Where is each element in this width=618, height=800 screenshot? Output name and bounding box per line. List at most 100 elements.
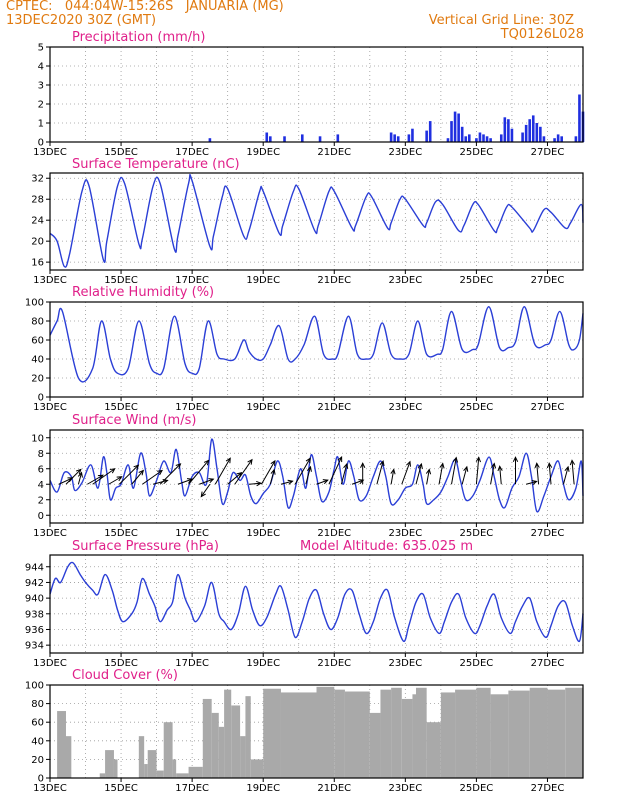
- wind-frame: [49, 429, 584, 524]
- cloud-xtick-label: 27DEC: [531, 783, 565, 794]
- rh-ytick-label: 80: [31, 317, 44, 328]
- wind-arrow: [65, 469, 82, 485]
- precip-bar: [283, 136, 286, 142]
- precip-ytick-label: 5: [38, 43, 44, 54]
- temp-xtick-label: 25DEC: [460, 275, 494, 286]
- precip-bar: [528, 119, 531, 142]
- wind-arrow-head: [75, 468, 82, 475]
- wind-xtick-label: 25DEC: [460, 528, 494, 539]
- wind-arrow: [118, 464, 139, 485]
- precip-bar: [578, 94, 581, 142]
- pressure-ytick-label: 936: [25, 625, 44, 636]
- wind-arrow-head: [564, 465, 570, 472]
- precip-bar: [446, 138, 450, 142]
- precip-xtick-label: 19DEC: [246, 147, 280, 158]
- cloud-cover-bar: [144, 764, 148, 778]
- wind-arrow-head: [337, 456, 343, 463]
- precip-ytick-label: 0: [38, 138, 44, 149]
- temp-ytick-label: 20: [31, 237, 44, 248]
- precip-bar: [475, 138, 478, 142]
- rh-panel: 0 20 40 60 80 100 13DEC 15DEC 17DEC 19DEC 21DEC 23D…: [25, 285, 584, 413]
- precip-bar: [482, 134, 485, 142]
- pressure-xtick-label: 13DEC: [33, 658, 67, 669]
- pressure-xtick-label: 15DEC: [104, 658, 138, 669]
- cloud-cover-bar: [99, 773, 106, 778]
- wind-arrow: [269, 469, 275, 485]
- temp-xtick-label: 13DEC: [33, 275, 67, 286]
- wind-arrow-head: [463, 465, 469, 472]
- wind-arrow-head: [406, 460, 411, 467]
- wind-arrow-head: [203, 459, 210, 466]
- pressure-xtick-label: 27DEC: [531, 658, 565, 669]
- wind-arrow: [475, 457, 480, 485]
- wind-ytick-label: 8: [38, 449, 44, 460]
- cloud-cover-bar: [156, 770, 164, 778]
- precip-ytick-label: 2: [38, 100, 44, 111]
- temp-panel: 16 20 24 28 32 13DEC 15DEC 17DEC 19DEC 21DEC 23DEC…: [31, 157, 584, 286]
- wind-arrow: [58, 477, 73, 485]
- precip-bar: [428, 121, 432, 142]
- cloud-cover-bar: [172, 759, 177, 778]
- cloud-cover-bar: [369, 712, 381, 778]
- wind-arrow-head: [208, 478, 215, 484]
- cloud-cover-bar: [147, 750, 157, 778]
- precip-bar: [560, 136, 563, 142]
- temp-ytick-label: 16: [31, 258, 44, 269]
- precip-bar: [396, 136, 400, 142]
- precip-bar: [507, 119, 510, 142]
- cloud-cover-bar: [176, 773, 189, 778]
- cloud-xtick-label: 25DEC: [460, 783, 494, 794]
- temp-ytick-label: 32: [31, 174, 44, 185]
- wind-arrow-head: [439, 462, 445, 469]
- pressure-xtick-label: 19DEC: [246, 658, 280, 669]
- wind-xtick-label: 21DEC: [317, 528, 351, 539]
- wind-arrow: [87, 474, 104, 485]
- wind-arrow: [316, 479, 328, 485]
- wind-ytick-label: 4: [38, 480, 44, 491]
- cloud-cover-bar: [391, 687, 402, 778]
- pressure-subtitle: Model Altitude: 635.025 m: [300, 539, 473, 554]
- wind-arrow-head: [256, 480, 263, 487]
- precip-bar: [269, 136, 272, 142]
- precip-bar: [411, 128, 414, 142]
- precip-bar: [336, 134, 340, 142]
- pressure-panel: 934 936 938 940 942 944 13DEC 15DEC 17DEC 19DEC 21…: [25, 539, 584, 669]
- wind-arrow: [77, 472, 83, 485]
- wind-arrow: [461, 466, 468, 485]
- wind-arrow: [571, 460, 575, 485]
- temp-xtick-label: 15DEC: [104, 275, 138, 286]
- wind-arrow: [199, 478, 214, 485]
- precip-ytick-label: 1: [38, 119, 44, 130]
- precip-bar: [393, 134, 396, 142]
- wind-arrow-head: [417, 462, 423, 469]
- pressure-title: Surface Pressure (hPa): [72, 539, 219, 554]
- temp-xtick-label: 23DEC: [388, 275, 422, 286]
- precip-xtick-label: 21DEC: [317, 147, 351, 158]
- pressure-xtick-label: 17DEC: [175, 658, 209, 669]
- wind-xtick-label: 15DEC: [104, 528, 138, 539]
- pressure-ytick-label: 942: [25, 578, 44, 589]
- cloud-cover-bar: [65, 736, 72, 778]
- cloud-cover-bar: [211, 712, 219, 778]
- wind-arrow-head: [270, 468, 276, 475]
- rh-ytick-label: 0: [38, 393, 44, 404]
- cloud-cover-bar: [344, 691, 370, 778]
- precip-bar: [542, 136, 546, 142]
- wind-arrow-head: [546, 462, 553, 469]
- wind-arrow-head: [305, 457, 311, 464]
- cloud-cover-bar: [508, 690, 530, 778]
- cloud-xtick-label: 17DEC: [175, 783, 209, 794]
- wind-arrow-head: [390, 468, 396, 475]
- cloud-cover-bar: [490, 694, 509, 778]
- temp-title: Surface Temperature (nC): [72, 157, 240, 172]
- precip-bar: [453, 111, 457, 142]
- precip-xtick-label: 25DEC: [460, 147, 494, 158]
- wind-arrow: [280, 480, 293, 485]
- wind-arrow-head: [225, 457, 231, 464]
- wind-title: Surface Wind (m/s): [72, 413, 196, 428]
- cloud-cover-bar: [57, 711, 66, 778]
- wind-arrow: [401, 461, 411, 485]
- wind-ytick-label: 6: [38, 464, 44, 475]
- wind-arrow-head: [360, 462, 366, 468]
